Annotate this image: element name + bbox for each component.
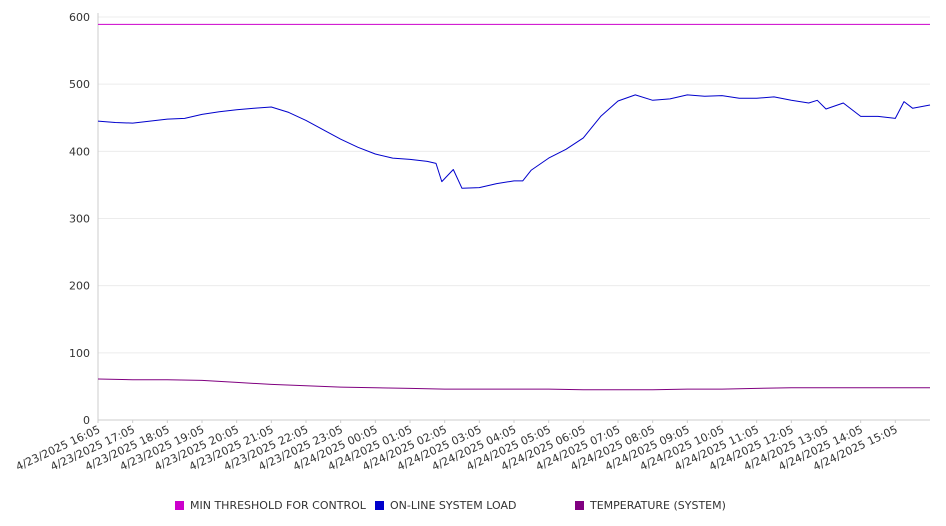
- y-tick-label: 300: [69, 213, 90, 226]
- y-tick-label: 500: [69, 78, 90, 91]
- legend-swatch: [175, 501, 184, 510]
- legend: MIN THRESHOLD FOR CONTROL ON-LINE SYSTEM …: [175, 499, 726, 512]
- series-lines: [97, 23, 931, 391]
- legend-swatch: [575, 501, 584, 510]
- y-tick-label: 0: [83, 414, 90, 427]
- y-tick-label: 400: [69, 145, 90, 158]
- y-tick-label: 200: [69, 280, 90, 293]
- grid-lines: [98, 16, 930, 354]
- legend-entry-label: MIN THRESHOLD FOR CONTROL: [190, 499, 367, 512]
- x-tick-labels: 4/23/2025 16:054/23/2025 17:054/23/2025 …: [14, 423, 900, 473]
- legend-entry-label: ON-LINE SYSTEM LOAD: [390, 499, 516, 512]
- y-tick-label: 600: [69, 11, 90, 24]
- axes: [97, 13, 930, 423]
- series-line-3: [97, 378, 930, 391]
- y-tick-labels: 0 100 200 300 400 500 600: [69, 11, 90, 427]
- legend-swatch: [375, 501, 384, 510]
- legend-entry-label: TEMPERATURE (SYSTEM): [589, 499, 726, 512]
- series-line-2: [97, 94, 931, 189]
- y-tick-label: 100: [69, 347, 90, 360]
